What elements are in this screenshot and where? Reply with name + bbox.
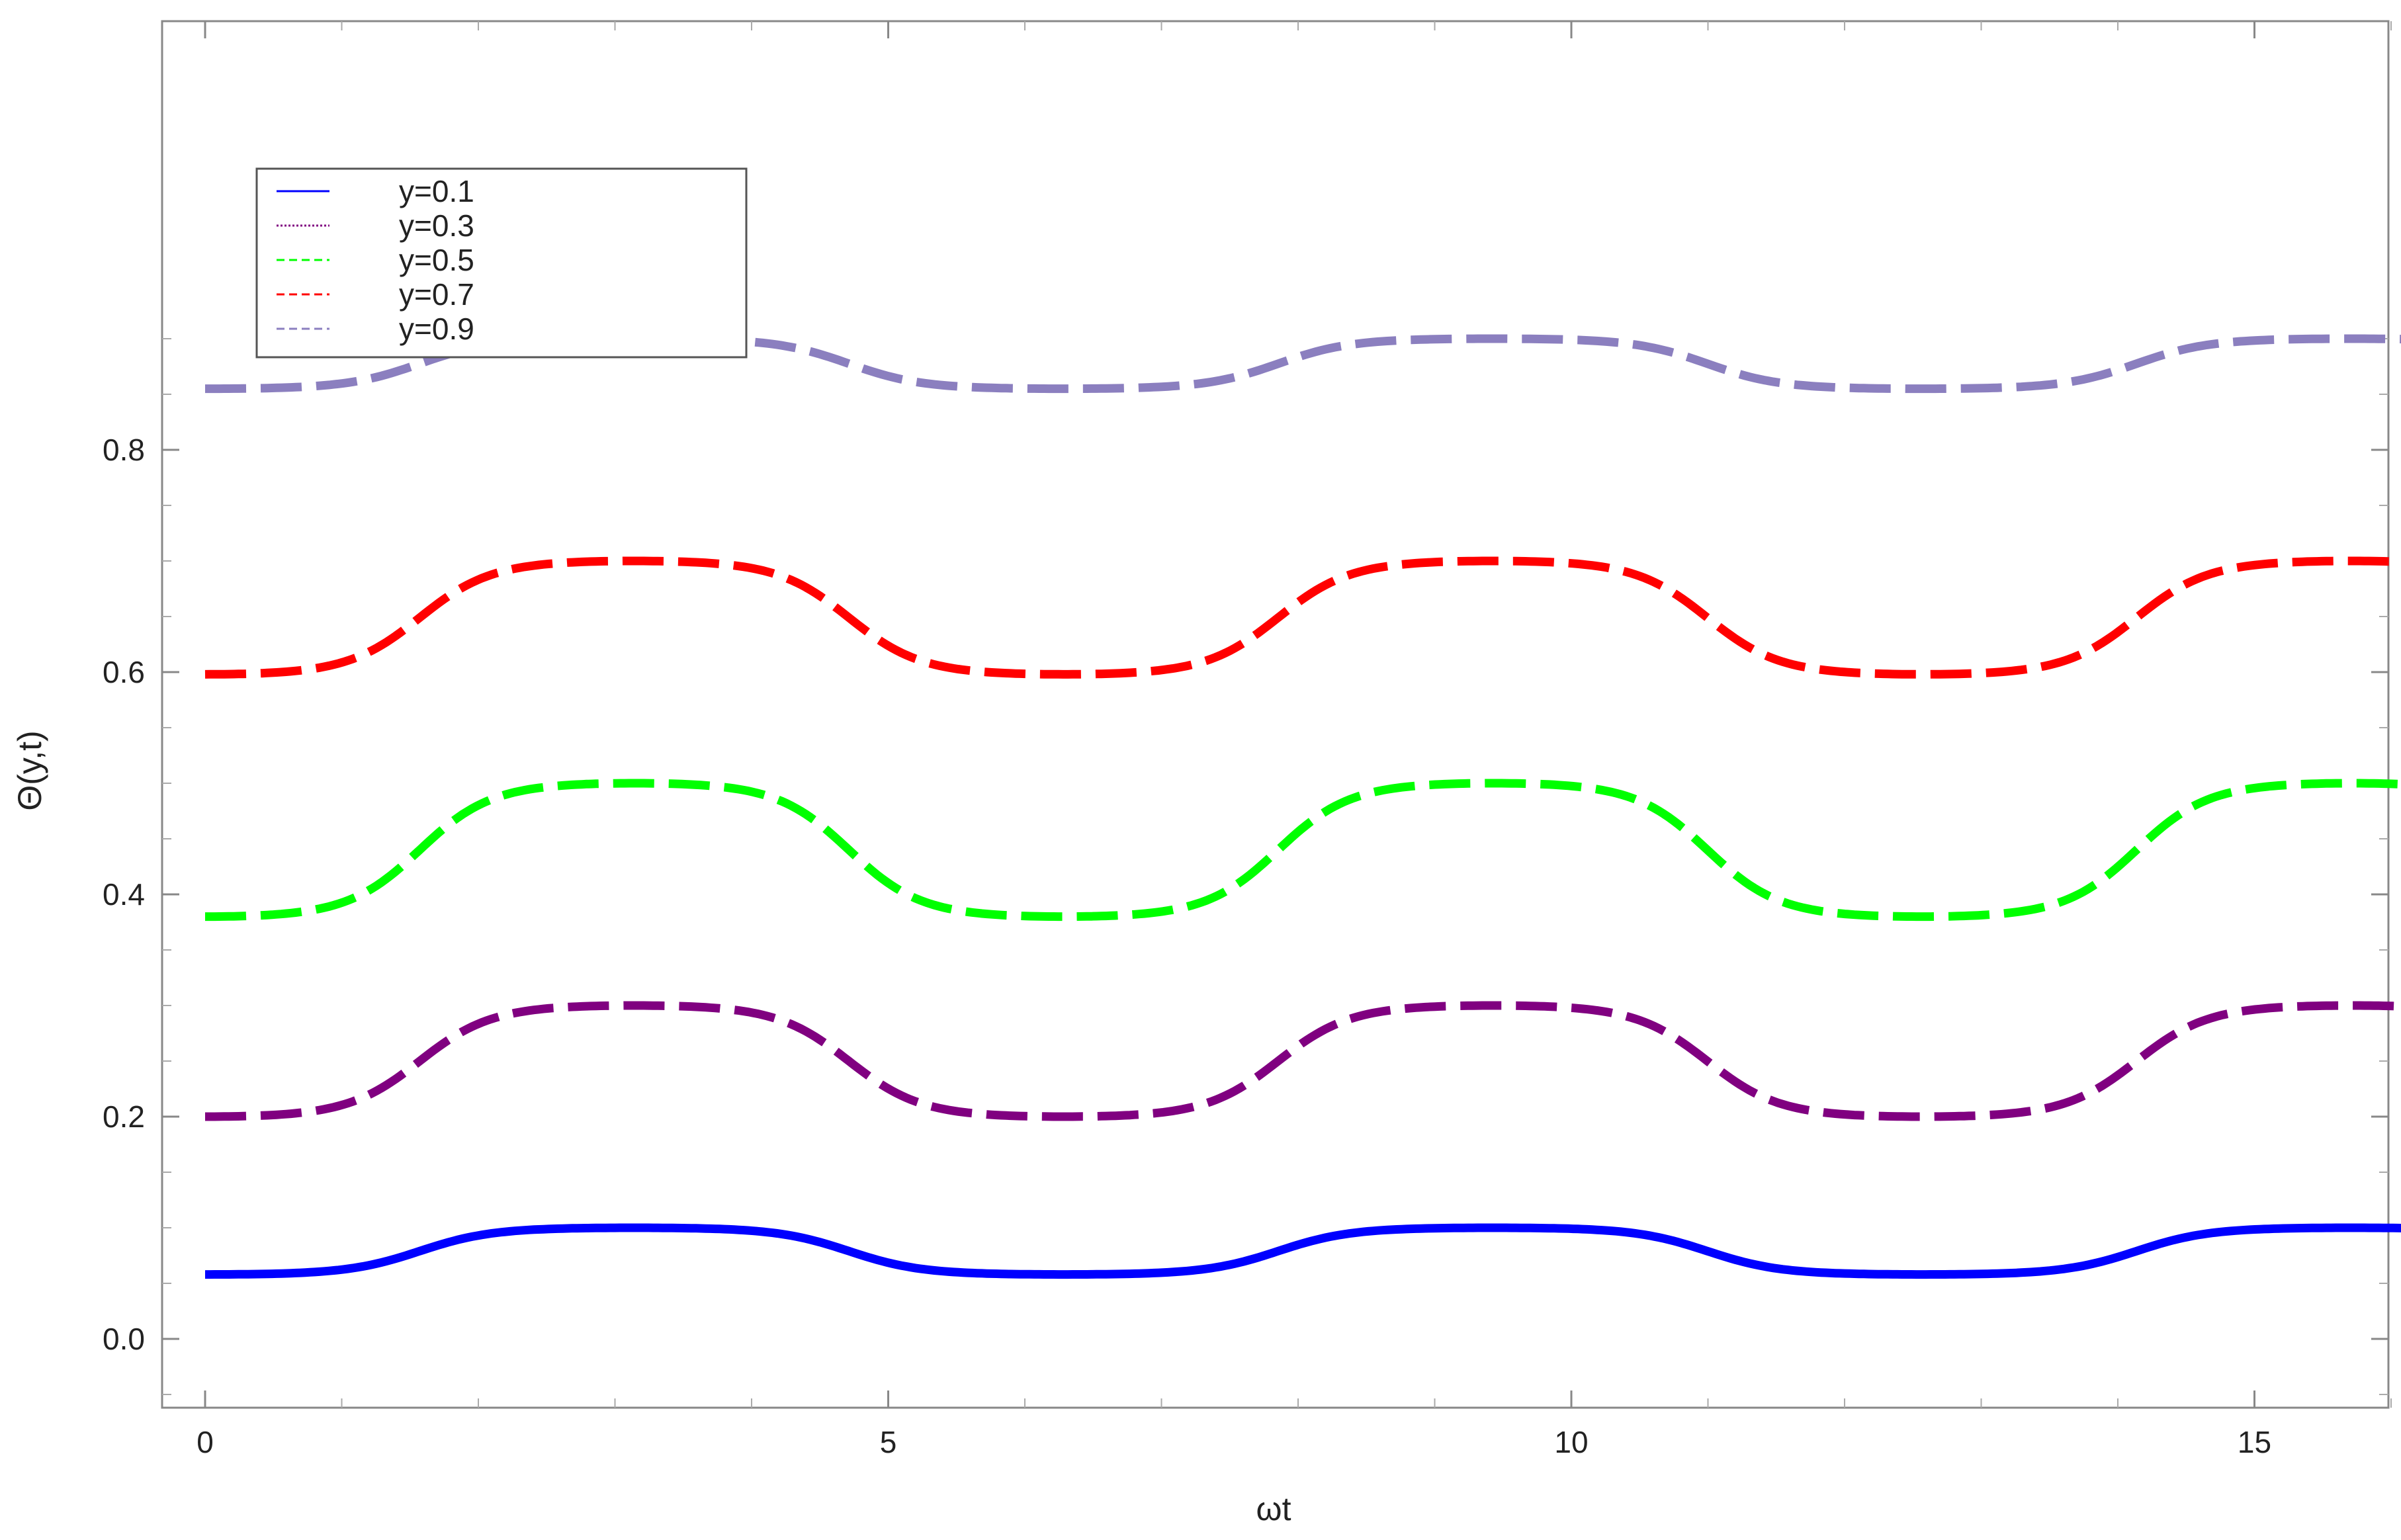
- plot-frame: [161, 20, 2390, 1409]
- x-tick-label: 15: [2238, 1425, 2271, 1459]
- series-line-3: [205, 779, 2401, 921]
- legend-box: [255, 167, 748, 359]
- series-line-1: [205, 1223, 2401, 1279]
- series-line-5: [205, 334, 2401, 394]
- y-tick-label: 0.4: [103, 877, 145, 912]
- legend-label: y=0.5: [399, 243, 474, 277]
- legend-label: y=0.9: [399, 312, 474, 346]
- y-tick-label: 0.2: [103, 1099, 145, 1134]
- x-tick-label: 0: [196, 1425, 214, 1459]
- series-line-4: [204, 556, 2401, 679]
- legend-label: y=0.7: [399, 277, 474, 312]
- y-tick-label: 0.6: [103, 655, 145, 689]
- x-axis-title: ωt: [1256, 1490, 1291, 1527]
- y-tick-label: 0.8: [103, 433, 145, 467]
- x-tick-label: 5: [880, 1425, 897, 1459]
- legend-label: y=0.3: [399, 208, 474, 243]
- x-tick-label: 10: [1554, 1425, 1588, 1459]
- series-line-2: [205, 1001, 2401, 1121]
- legend-label: y=0.1: [399, 174, 474, 208]
- y-axis-title: Θ(y,t): [11, 730, 48, 810]
- y-tick-label: 0.0: [103, 1322, 145, 1356]
